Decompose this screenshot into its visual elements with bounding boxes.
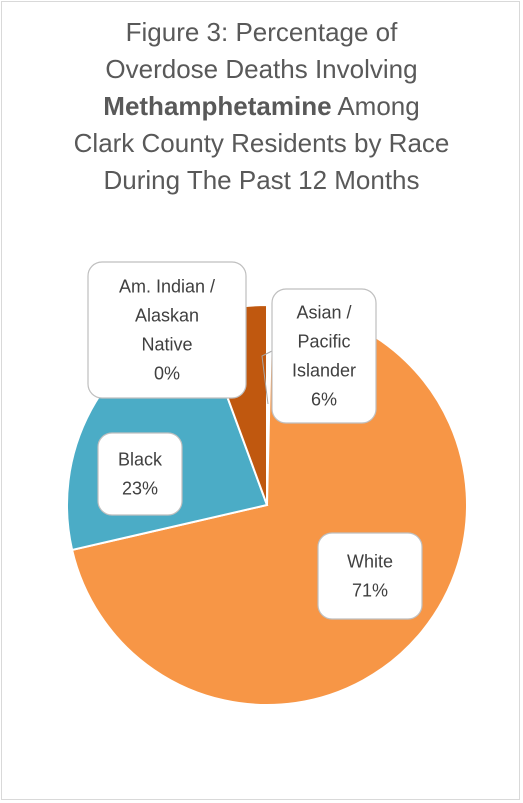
data-label-category-line: White: [347, 552, 393, 572]
title-line-3-rest: Among: [331, 91, 420, 121]
data-label-white: White 71%: [347, 552, 393, 601]
data-label-box-asian-pacific-islander: [271, 288, 377, 424]
data-label-category-line: Native: [141, 335, 192, 355]
data-label-percent: 71%: [352, 581, 388, 601]
data-label-category-line: Asian /: [296, 303, 351, 323]
leader-line-asian-pacific-islander: [261, 350, 273, 405]
data-label-category-line: Islander: [292, 361, 356, 381]
data-label-percent: 6%: [311, 390, 337, 410]
data-label-black: Black 23%: [118, 450, 163, 499]
chart-title: Figure 3: Percentage of Overdose Deaths …: [0, 14, 523, 199]
title-line-4: Clark County Residents by Race: [73, 128, 450, 158]
data-label-category-line: Alaskan: [135, 306, 199, 326]
title-line-1: Figure 3: Percentage of: [125, 17, 398, 47]
title-line-3: Methamphetamine Among: [0, 88, 523, 125]
data-label-box-white: [317, 532, 423, 620]
data-label-category-line: Black: [118, 450, 163, 470]
data-label-box-black: [97, 432, 183, 516]
data-label-category-line: Pacific: [297, 332, 350, 352]
title-line-5: During The Past 12 Months: [103, 165, 420, 195]
data-label-percent: 23%: [122, 479, 158, 499]
data-label-am-indian-alaskan-native: Am. Indian / Alaskan Native 0%: [119, 277, 215, 384]
data-label-category-line: Am. Indian /: [119, 277, 215, 297]
title-bold-word: Methamphetamine: [103, 91, 332, 121]
data-label-percent: 0%: [154, 364, 180, 384]
data-label-asian-pacific-islander: Asian / Pacific Islander 6%: [292, 303, 356, 410]
data-label-box-am-indian-alaskan-native: [87, 261, 247, 399]
pie-labels: Asian / Pacific Islander 6% White 71% Black 23%…: [87, 261, 423, 620]
title-line-2: Overdose Deaths Involving: [105, 54, 418, 84]
